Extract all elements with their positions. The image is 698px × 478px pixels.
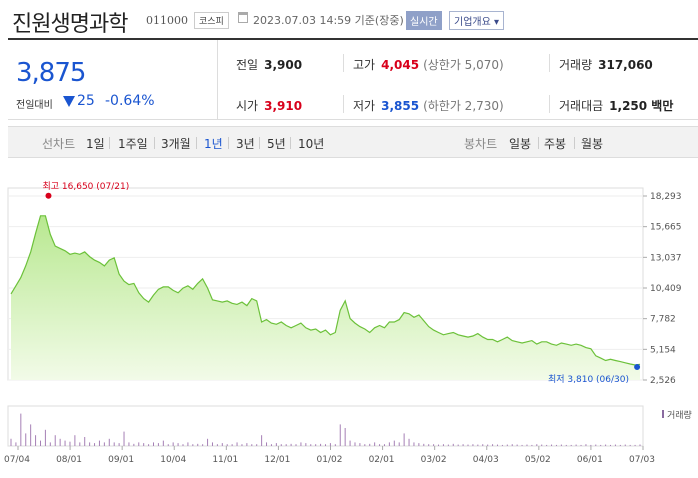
divider bbox=[343, 54, 344, 72]
price-change-percent: -0.64% bbox=[105, 93, 155, 109]
candle-chart-label: 봉차트 bbox=[464, 137, 498, 151]
y-tick-label: 2,526 bbox=[650, 376, 676, 386]
tab-3m[interactable]: 3개월 bbox=[161, 137, 191, 151]
stock-name: 진원생명과학 bbox=[12, 12, 128, 37]
price-change: 25 bbox=[77, 93, 95, 109]
tab-divider bbox=[109, 137, 110, 149]
down-arrow-icon bbox=[63, 96, 75, 107]
x-tick-label: 10/04 bbox=[160, 455, 186, 465]
company-overview-button[interactable]: 기업개요 ▾ bbox=[449, 11, 504, 30]
tab-divider bbox=[538, 137, 539, 149]
high-price: 고가 4,045 (상한가 5,070) bbox=[353, 58, 504, 72]
x-tick-label: 03/02 bbox=[421, 455, 447, 465]
tab-divider bbox=[196, 137, 197, 149]
open-price: 시가 3,910 bbox=[236, 99, 303, 113]
stock-header: 진원생명과학 011000 코스피 2023.07.03 14:59 기준(장중… bbox=[0, 0, 698, 38]
prev-close: 전일 3,900 bbox=[236, 58, 303, 72]
x-tick-label: 04/03 bbox=[473, 455, 499, 465]
tab-5y[interactable]: 5년 bbox=[267, 137, 286, 151]
x-tick-label: 08/01 bbox=[56, 455, 82, 465]
tab-divider bbox=[259, 137, 260, 149]
trade-volume: 거래량 317,060 bbox=[559, 58, 653, 72]
tab-1d[interactable]: 1일 bbox=[86, 137, 105, 151]
x-tick-label: 07/04 bbox=[4, 455, 30, 465]
tab-divider bbox=[228, 137, 229, 149]
tab-10y[interactable]: 10년 bbox=[298, 137, 325, 151]
change-label: 전일대비 bbox=[16, 100, 53, 111]
y-tick-label: 5,154 bbox=[650, 345, 676, 355]
x-tick-label: 09/01 bbox=[108, 455, 134, 465]
stock-code: 011000 bbox=[146, 14, 188, 27]
y-tick-label: 13,037 bbox=[650, 253, 682, 263]
tab-3y[interactable]: 3년 bbox=[236, 137, 255, 151]
divider bbox=[549, 95, 550, 113]
x-tick-label: 05/02 bbox=[525, 455, 551, 465]
x-tick-label: 02/01 bbox=[369, 455, 395, 465]
tab-divider bbox=[574, 137, 575, 149]
tab-1y[interactable]: 1년 bbox=[204, 137, 223, 151]
high-label: 최고 16,650 (07/21) bbox=[42, 181, 129, 192]
volume-legend-swatch bbox=[662, 410, 664, 418]
chart-period-tabs: 선차트 1일 1주일 3개월 1년 3년 5년 10년 봉차트 일봉 주봉 월봉 bbox=[8, 126, 698, 158]
realtime-button[interactable]: 실시간 bbox=[406, 11, 442, 30]
x-tick-label: 12/01 bbox=[264, 455, 290, 465]
low-label: 최저 3,810 (06/30) bbox=[548, 374, 629, 385]
tab-daily[interactable]: 일봉 bbox=[509, 137, 532, 151]
volume-frame bbox=[7, 405, 644, 447]
divider bbox=[343, 95, 344, 113]
x-tick-label: 11/01 bbox=[212, 455, 238, 465]
low-price: 저가 3,855 (하한가 2,730) bbox=[353, 99, 504, 113]
tab-1w[interactable]: 1주일 bbox=[118, 137, 148, 151]
volume-legend-label: 거래량 bbox=[667, 409, 692, 421]
price-line bbox=[10, 215, 641, 366]
tab-divider bbox=[154, 137, 155, 149]
price-area bbox=[11, 215, 640, 380]
trade-amount: 거래대금 1,250 백만 bbox=[559, 99, 674, 113]
current-price-box: 3,875 전일대비 25 -0.64% bbox=[8, 40, 218, 120]
low-marker bbox=[634, 364, 641, 371]
tab-monthly[interactable]: 월봉 bbox=[581, 137, 604, 151]
tab-weekly[interactable]: 주봉 bbox=[544, 137, 567, 151]
y-tick-label: 15,665 bbox=[650, 223, 682, 233]
market-badge: 코스피 bbox=[194, 12, 229, 29]
current-price: 3,875 bbox=[16, 58, 86, 88]
tab-divider bbox=[290, 137, 291, 149]
y-tick-label: 18,293 bbox=[650, 192, 682, 202]
divider bbox=[549, 54, 550, 72]
y-tick-label: 10,409 bbox=[650, 284, 682, 294]
high-marker bbox=[45, 192, 52, 199]
x-tick-label: 07/03 bbox=[629, 455, 655, 465]
calendar-icon bbox=[238, 12, 248, 23]
price-summary: 3,875 전일대비 25 -0.64% 전일 3,900 고가 4,045 (상한가… bbox=[8, 38, 698, 120]
y-tick-label: 7,782 bbox=[650, 315, 676, 325]
x-tick-label: 01/02 bbox=[317, 455, 343, 465]
x-tick-label: 06/01 bbox=[577, 455, 603, 465]
line-chart-label: 선차트 bbox=[42, 137, 76, 151]
quote-datetime: 2023.07.03 14:59 기준(장중) bbox=[253, 14, 404, 27]
